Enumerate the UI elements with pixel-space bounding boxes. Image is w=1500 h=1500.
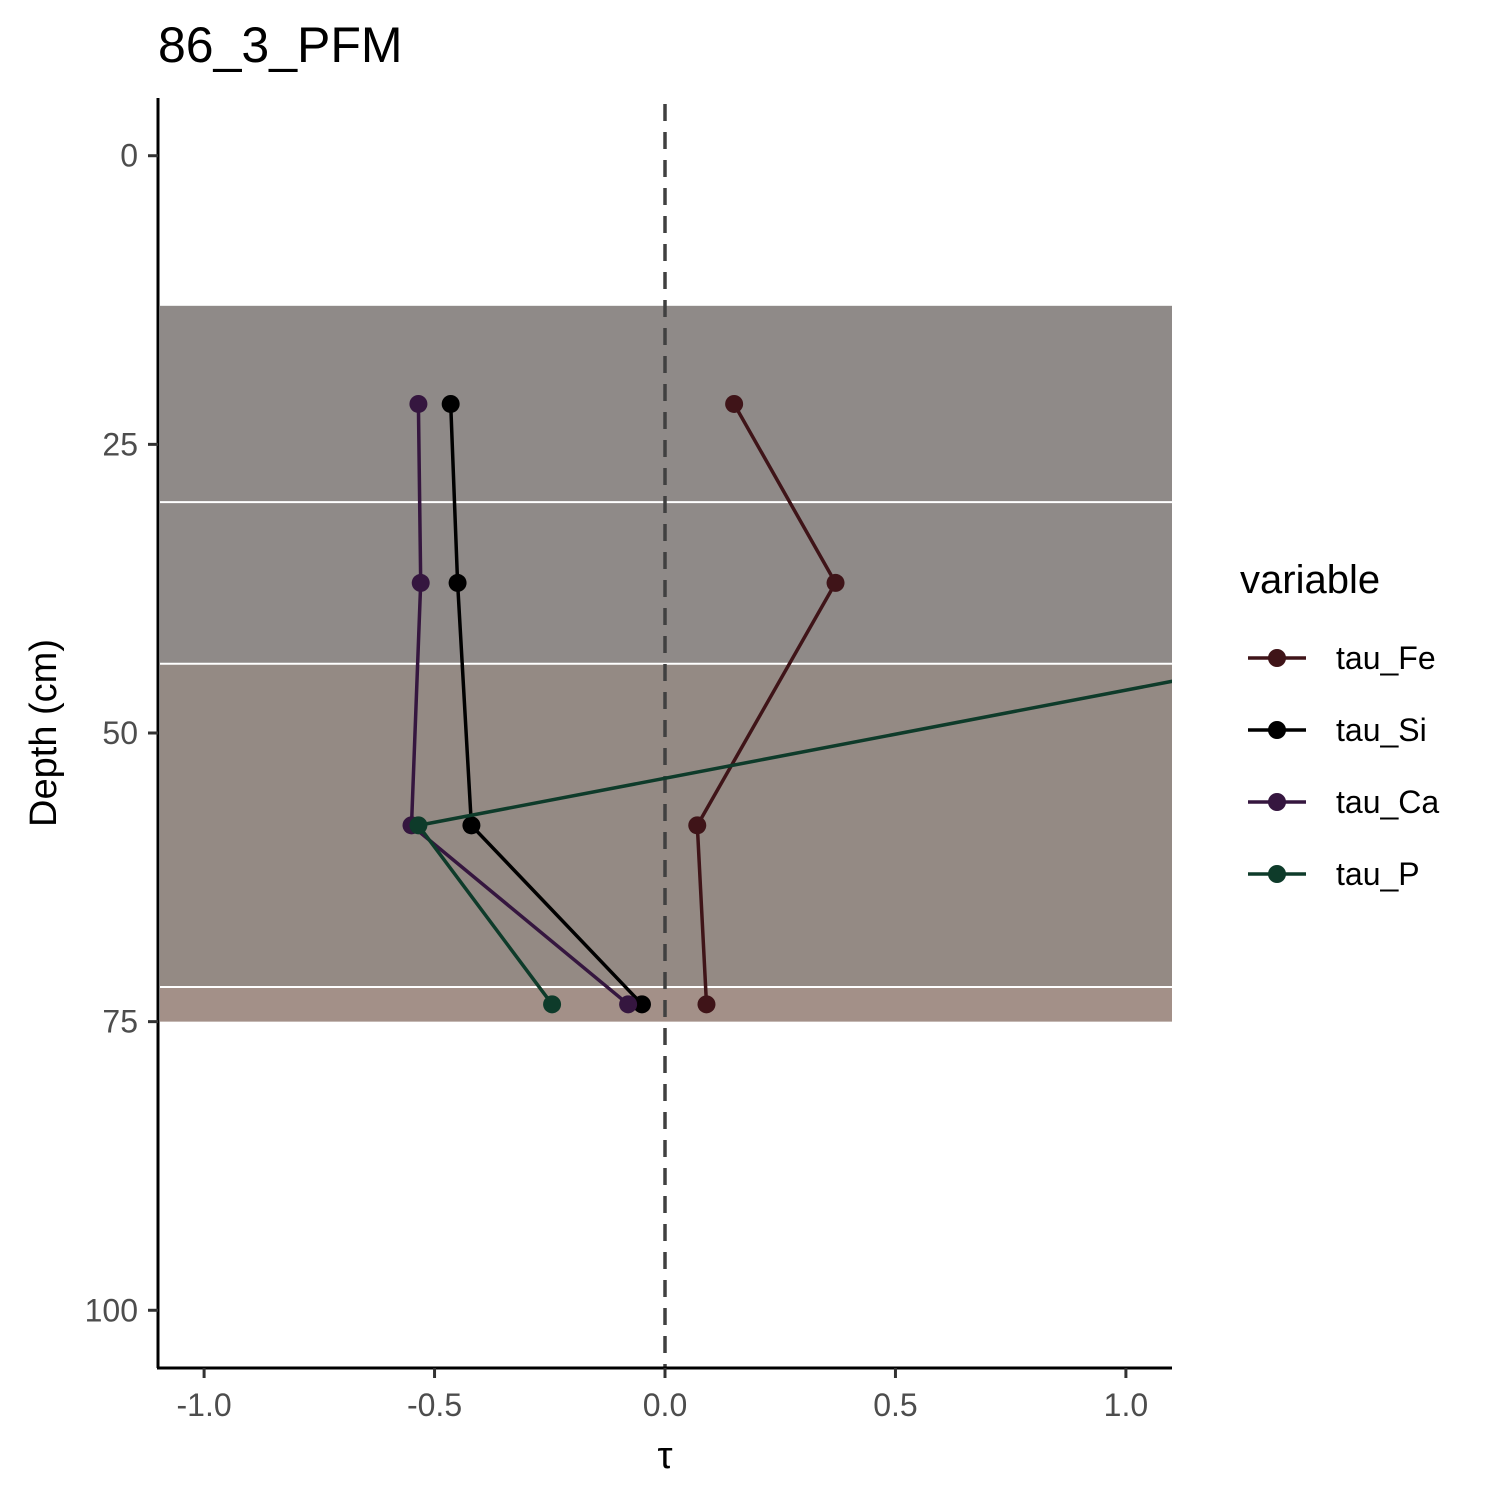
legend-key-point <box>1268 865 1286 883</box>
legend: variable tau_Fe tau_Si tau_Ca tau_P <box>1240 558 1439 892</box>
data-point <box>697 995 716 1014</box>
legend-label: tau_Fe <box>1336 640 1436 676</box>
series-line <box>448 403 644 1006</box>
series-tau-Ca <box>402 394 638 1014</box>
y-tick-label: 100 <box>85 1292 138 1328</box>
data-point <box>619 995 638 1014</box>
data-point <box>688 816 707 835</box>
series-tau-P <box>409 679 1172 1014</box>
legend-item-tau-Fe: tau_Fe <box>1248 640 1436 676</box>
x-tick-label: 1.0 <box>1104 1387 1148 1423</box>
y-tick-label: 25 <box>102 426 138 462</box>
x-tick-label: -1.0 <box>177 1387 232 1423</box>
legend-label: tau_Si <box>1336 712 1427 748</box>
legend-item-tau-Ca: tau_Ca <box>1248 784 1439 820</box>
series-line <box>409 403 630 1006</box>
x-axis-label: τ <box>657 1435 672 1477</box>
x-tick-label: 0.5 <box>873 1387 917 1423</box>
series-line <box>695 403 838 1005</box>
data-point <box>409 394 428 413</box>
y-tick-label: 50 <box>102 715 138 751</box>
data-point <box>826 573 845 592</box>
series-layer <box>402 394 1172 1014</box>
legend-label: tau_Ca <box>1336 784 1439 820</box>
legend-item-tau-Si: tau_Si <box>1248 712 1427 748</box>
y-tick-label: 0 <box>120 138 138 174</box>
horizon-band <box>160 663 1172 987</box>
y-ticks: 0 25 50 75 100 <box>85 138 158 1328</box>
series-tau-Si <box>441 394 651 1014</box>
y-axis-label: Depth (cm) <box>23 639 65 827</box>
data-point <box>411 573 430 592</box>
x-ticks: -1.0 -0.5 0.0 0.5 1.0 <box>177 1368 1148 1423</box>
legend-item-tau-P: tau_P <box>1248 856 1420 892</box>
data-point <box>543 995 562 1014</box>
data-point <box>725 394 744 413</box>
data-point <box>448 573 467 592</box>
data-point <box>632 995 651 1014</box>
x-tick-label: 0.0 <box>643 1387 687 1423</box>
legend-key-point <box>1268 793 1286 811</box>
data-point <box>441 394 460 413</box>
data-point <box>409 816 428 835</box>
y-tick-label: 75 <box>102 1004 138 1040</box>
chart-title: 86_3_PFM <box>158 17 403 73</box>
series-tau-Fe <box>688 394 845 1014</box>
data-point <box>462 816 481 835</box>
legend-title: variable <box>1240 558 1380 602</box>
legend-key-point <box>1268 721 1286 739</box>
x-tick-label: -0.5 <box>407 1387 462 1423</box>
legend-key-point <box>1268 649 1286 667</box>
legend-label: tau_P <box>1336 856 1420 892</box>
